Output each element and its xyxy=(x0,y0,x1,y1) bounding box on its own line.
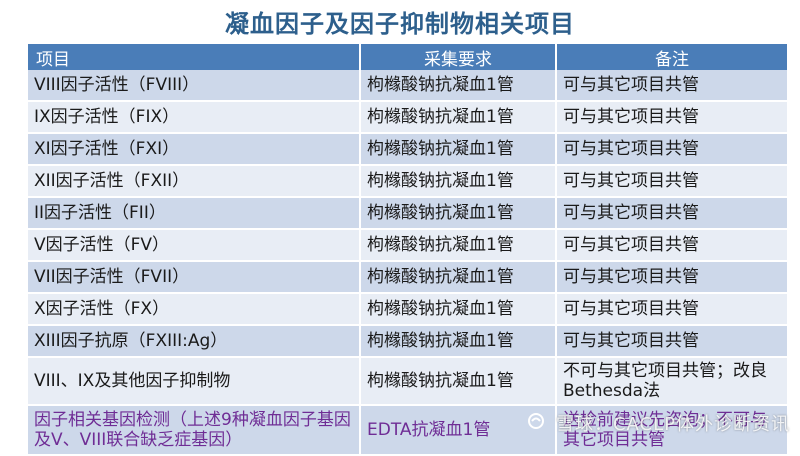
cell-item: VII因子活性（FVII） xyxy=(28,261,361,294)
cell-collection: 枸橼酸钠抗凝血1管 xyxy=(360,261,557,294)
watermark-text: 雪球：CACLP体外诊断资讯 xyxy=(555,414,790,435)
cell-remark: 可与其它项目共管 xyxy=(556,165,789,198)
cell-item: XII因子活性（FXII） xyxy=(28,165,361,198)
cell-item: XI因子活性（FXI） xyxy=(28,133,361,166)
table-row: V因子活性（FV） 枸橼酸钠抗凝血1管 可与其它项目共管 xyxy=(28,229,789,262)
cell-remark: 可与其它项目共管 xyxy=(556,293,789,326)
table-row: XII因子活性（FXII） 枸橼酸钠抗凝血1管 可与其它项目共管 xyxy=(28,165,789,198)
cell-collection: 枸橼酸钠抗凝血1管 xyxy=(360,70,557,102)
table-row: 因子相关基因检测（上述9种凝血因子基因及V、VIII联合缺乏症基因） EDTA抗… xyxy=(28,405,789,456)
cell-item: 因子相关基因检测（上述9种凝血因子基因及V、VIII联合缺乏症基因） xyxy=(28,405,361,456)
table-header-row: 项目 采集要求 备注 xyxy=(28,44,789,70)
table-row: VIII因子活性（FVIII） 枸橼酸钠抗凝血1管 可与其它项目共管 xyxy=(28,70,789,102)
cell-collection: 枸橼酸钠抗凝血1管 xyxy=(360,133,557,166)
cell-collection: 枸橼酸钠抗凝血1管 xyxy=(360,165,557,198)
cell-remark: 可与其它项目共管 xyxy=(556,133,789,166)
cell-item: IX因子活性（FIX） xyxy=(28,101,361,134)
cell-remark: 可与其它项目共管 xyxy=(556,229,789,262)
cell-collection: 枸橼酸钠抗凝血1管 xyxy=(360,357,557,406)
page-title: 凝血因子及因子抑制物相关项目 xyxy=(225,10,575,38)
cell-collection: 枸橼酸钠抗凝血1管 xyxy=(360,101,557,134)
cell-remark: 可与其它项目共管 xyxy=(556,197,789,230)
cell-item: V因子活性（FV） xyxy=(28,229,361,262)
cell-remark: 可与其它项目共管 xyxy=(556,101,789,134)
cell-collection: 枸橼酸钠抗凝血1管 xyxy=(360,325,557,358)
cell-item: II因子活性（FII） xyxy=(28,197,361,230)
header-remark: 备注 xyxy=(556,44,789,70)
factor-table: 项目 采集要求 备注 VIII因子活性（FVIII） 枸橼酸钠抗凝血1管 可与其… xyxy=(28,44,789,456)
table-row: X因子活性（FX） 枸橼酸钠抗凝血1管 可与其它项目共管 xyxy=(28,293,789,326)
cell-collection: 枸橼酸钠抗凝血1管 xyxy=(360,293,557,326)
header-item: 项目 xyxy=(28,44,361,70)
header-collection: 采集要求 xyxy=(360,44,557,70)
cell-collection: 枸橼酸钠抗凝血1管 xyxy=(360,229,557,262)
cell-remark: 可与其它项目共管 xyxy=(556,261,789,294)
table-row: XI因子活性（FXI） 枸橼酸钠抗凝血1管 可与其它项目共管 xyxy=(28,133,789,166)
cell-collection: 枸橼酸钠抗凝血1管 xyxy=(360,197,557,230)
snowball-icon xyxy=(527,412,545,435)
cell-item: VIII、IX及其他因子抑制物 xyxy=(28,357,361,406)
cell-remark: 不可与其它项目共管；改良Bethesda法 xyxy=(556,357,789,406)
table-row: VII因子活性（FVII） 枸橼酸钠抗凝血1管 可与其它项目共管 xyxy=(28,261,789,294)
table-row: VIII、IX及其他因子抑制物 枸橼酸钠抗凝血1管 不可与其它项目共管；改良Be… xyxy=(28,357,789,406)
cell-remark: 可与其它项目共管 xyxy=(556,325,789,358)
cell-item: X因子活性（FX） xyxy=(28,293,361,326)
table-row: XIII因子抗原（FXIII:Ag） 枸橼酸钠抗凝血1管 可与其它项目共管 xyxy=(28,325,789,358)
cell-item: XIII因子抗原（FXIII:Ag） xyxy=(28,325,361,358)
cell-remark: 可与其它项目共管 xyxy=(556,70,789,102)
table-row: II因子活性（FII） 枸橼酸钠抗凝血1管 可与其它项目共管 xyxy=(28,197,789,230)
cell-item: VIII因子活性（FVIII） xyxy=(28,70,361,102)
table-row: IX因子活性（FIX） 枸橼酸钠抗凝血1管 可与其它项目共管 xyxy=(28,101,789,134)
watermark: 雪球：CACLP体外诊断资讯 xyxy=(527,410,790,436)
